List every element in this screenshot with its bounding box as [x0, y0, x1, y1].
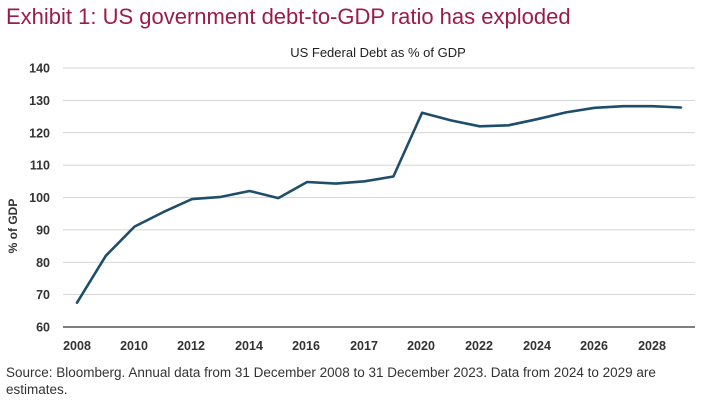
y-tick-label: 140 — [29, 62, 50, 76]
x-tick-label: 2012 — [177, 339, 205, 353]
x-tick-labels: 2008 2010 2012 2014 2016 2017 2020 2022 2024 2026… — [63, 339, 666, 353]
exhibit-title: Exhibit 1: US government debt-to-GDP rat… — [6, 4, 571, 29]
series-layer — [75, 104, 683, 305]
x-tick-label: 2022 — [465, 339, 493, 353]
x-tick-label: 2014 — [235, 339, 263, 353]
x-tick-label: 2010 — [120, 339, 148, 353]
x-tick-label: 2024 — [523, 339, 551, 353]
y-tick-label: 90 — [36, 223, 50, 237]
grid-layer — [63, 67, 695, 328]
y-tick-label: 60 — [36, 321, 50, 335]
series-line — [75, 104, 683, 305]
y-tick-label: 130 — [29, 94, 50, 108]
y-tick-label: 120 — [29, 126, 50, 140]
x-tick-label: 2028 — [638, 339, 666, 353]
y-tick-label: 70 — [36, 288, 50, 302]
x-tick-label: 2017 — [350, 339, 378, 353]
chart: US Federal Debt as % of GDP % of GDP 60 7… — [0, 38, 706, 360]
y-axis-label: % of GDP — [6, 199, 20, 254]
x-tick-label: 2026 — [580, 339, 608, 353]
x-tick-label: 2016 — [292, 339, 320, 353]
y-tick-label: 100 — [29, 191, 50, 205]
y-tick-label: 80 — [36, 256, 50, 270]
chart-title: US Federal Debt as % of GDP — [290, 45, 466, 60]
x-tick-label: 2008 — [63, 339, 91, 353]
source-note: Source: Bloomberg. Annual data from 31 D… — [6, 365, 656, 397]
chart-svg: US Federal Debt as % of GDP % of GDP 60 7… — [6, 45, 695, 353]
x-tick-label: 2020 — [407, 339, 435, 353]
y-tick-label: 110 — [30, 159, 50, 173]
y-tick-labels: 60 70 80 90 100 110 120 130 140 — [29, 62, 50, 335]
